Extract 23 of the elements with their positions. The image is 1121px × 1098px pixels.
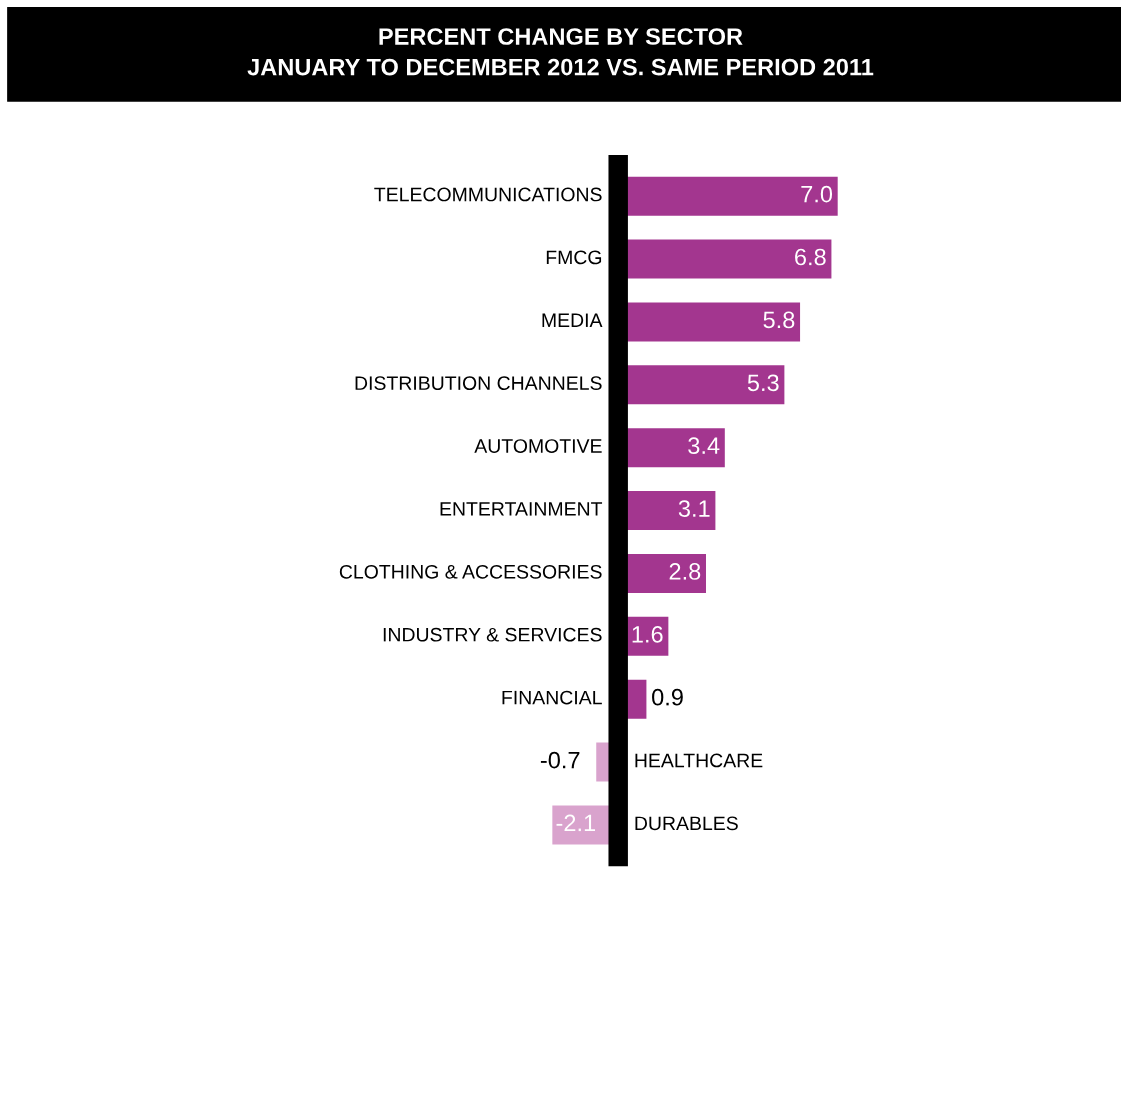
- y-tick-label: DISTRIBUTION CHANNELS: [355, 376, 602, 391]
- data-label: 3.1: [678, 500, 710, 517]
- y-tick-label: FMCG: [546, 250, 602, 265]
- data-label: -2.1: [556, 814, 596, 832]
- data-label: -0.7: [540, 751, 580, 769]
- y-tick-label: HEALTHCARE: [635, 753, 763, 768]
- data-label: 0.9: [652, 688, 683, 706]
- data-label: 7.0: [801, 185, 833, 203]
- data-label: 6.8: [795, 248, 826, 266]
- data-label: 3.4: [688, 437, 720, 455]
- y-tick-label: DURABLES: [635, 816, 738, 831]
- y-tick-label: CLOTHING & ACCESSORIES: [339, 564, 602, 579]
- y-tick-label: FINANCIAL: [502, 690, 602, 705]
- data-label: 5.3: [747, 374, 779, 392]
- chart-title: PERCENT CHANGE BY SECTOR JANUARY TO DECEMBER 2012 VS. SAME PERIOD 2011: [247, 28, 874, 76]
- y-tick-label: AUTOMOTIVE: [474, 439, 602, 453]
- y-tick-label: MEDIA: [542, 313, 603, 327]
- y-tick-label: INDUSTRY & SERVICES: [383, 627, 602, 642]
- y-tick-label: ENTERTAINMENT: [440, 502, 603, 516]
- data-label: 1.6: [632, 625, 663, 643]
- y-tick-label: TELECOMMUNICATIONS: [374, 187, 602, 202]
- data-label: 5.8: [763, 311, 795, 329]
- data-label: 2.8: [669, 563, 701, 580]
